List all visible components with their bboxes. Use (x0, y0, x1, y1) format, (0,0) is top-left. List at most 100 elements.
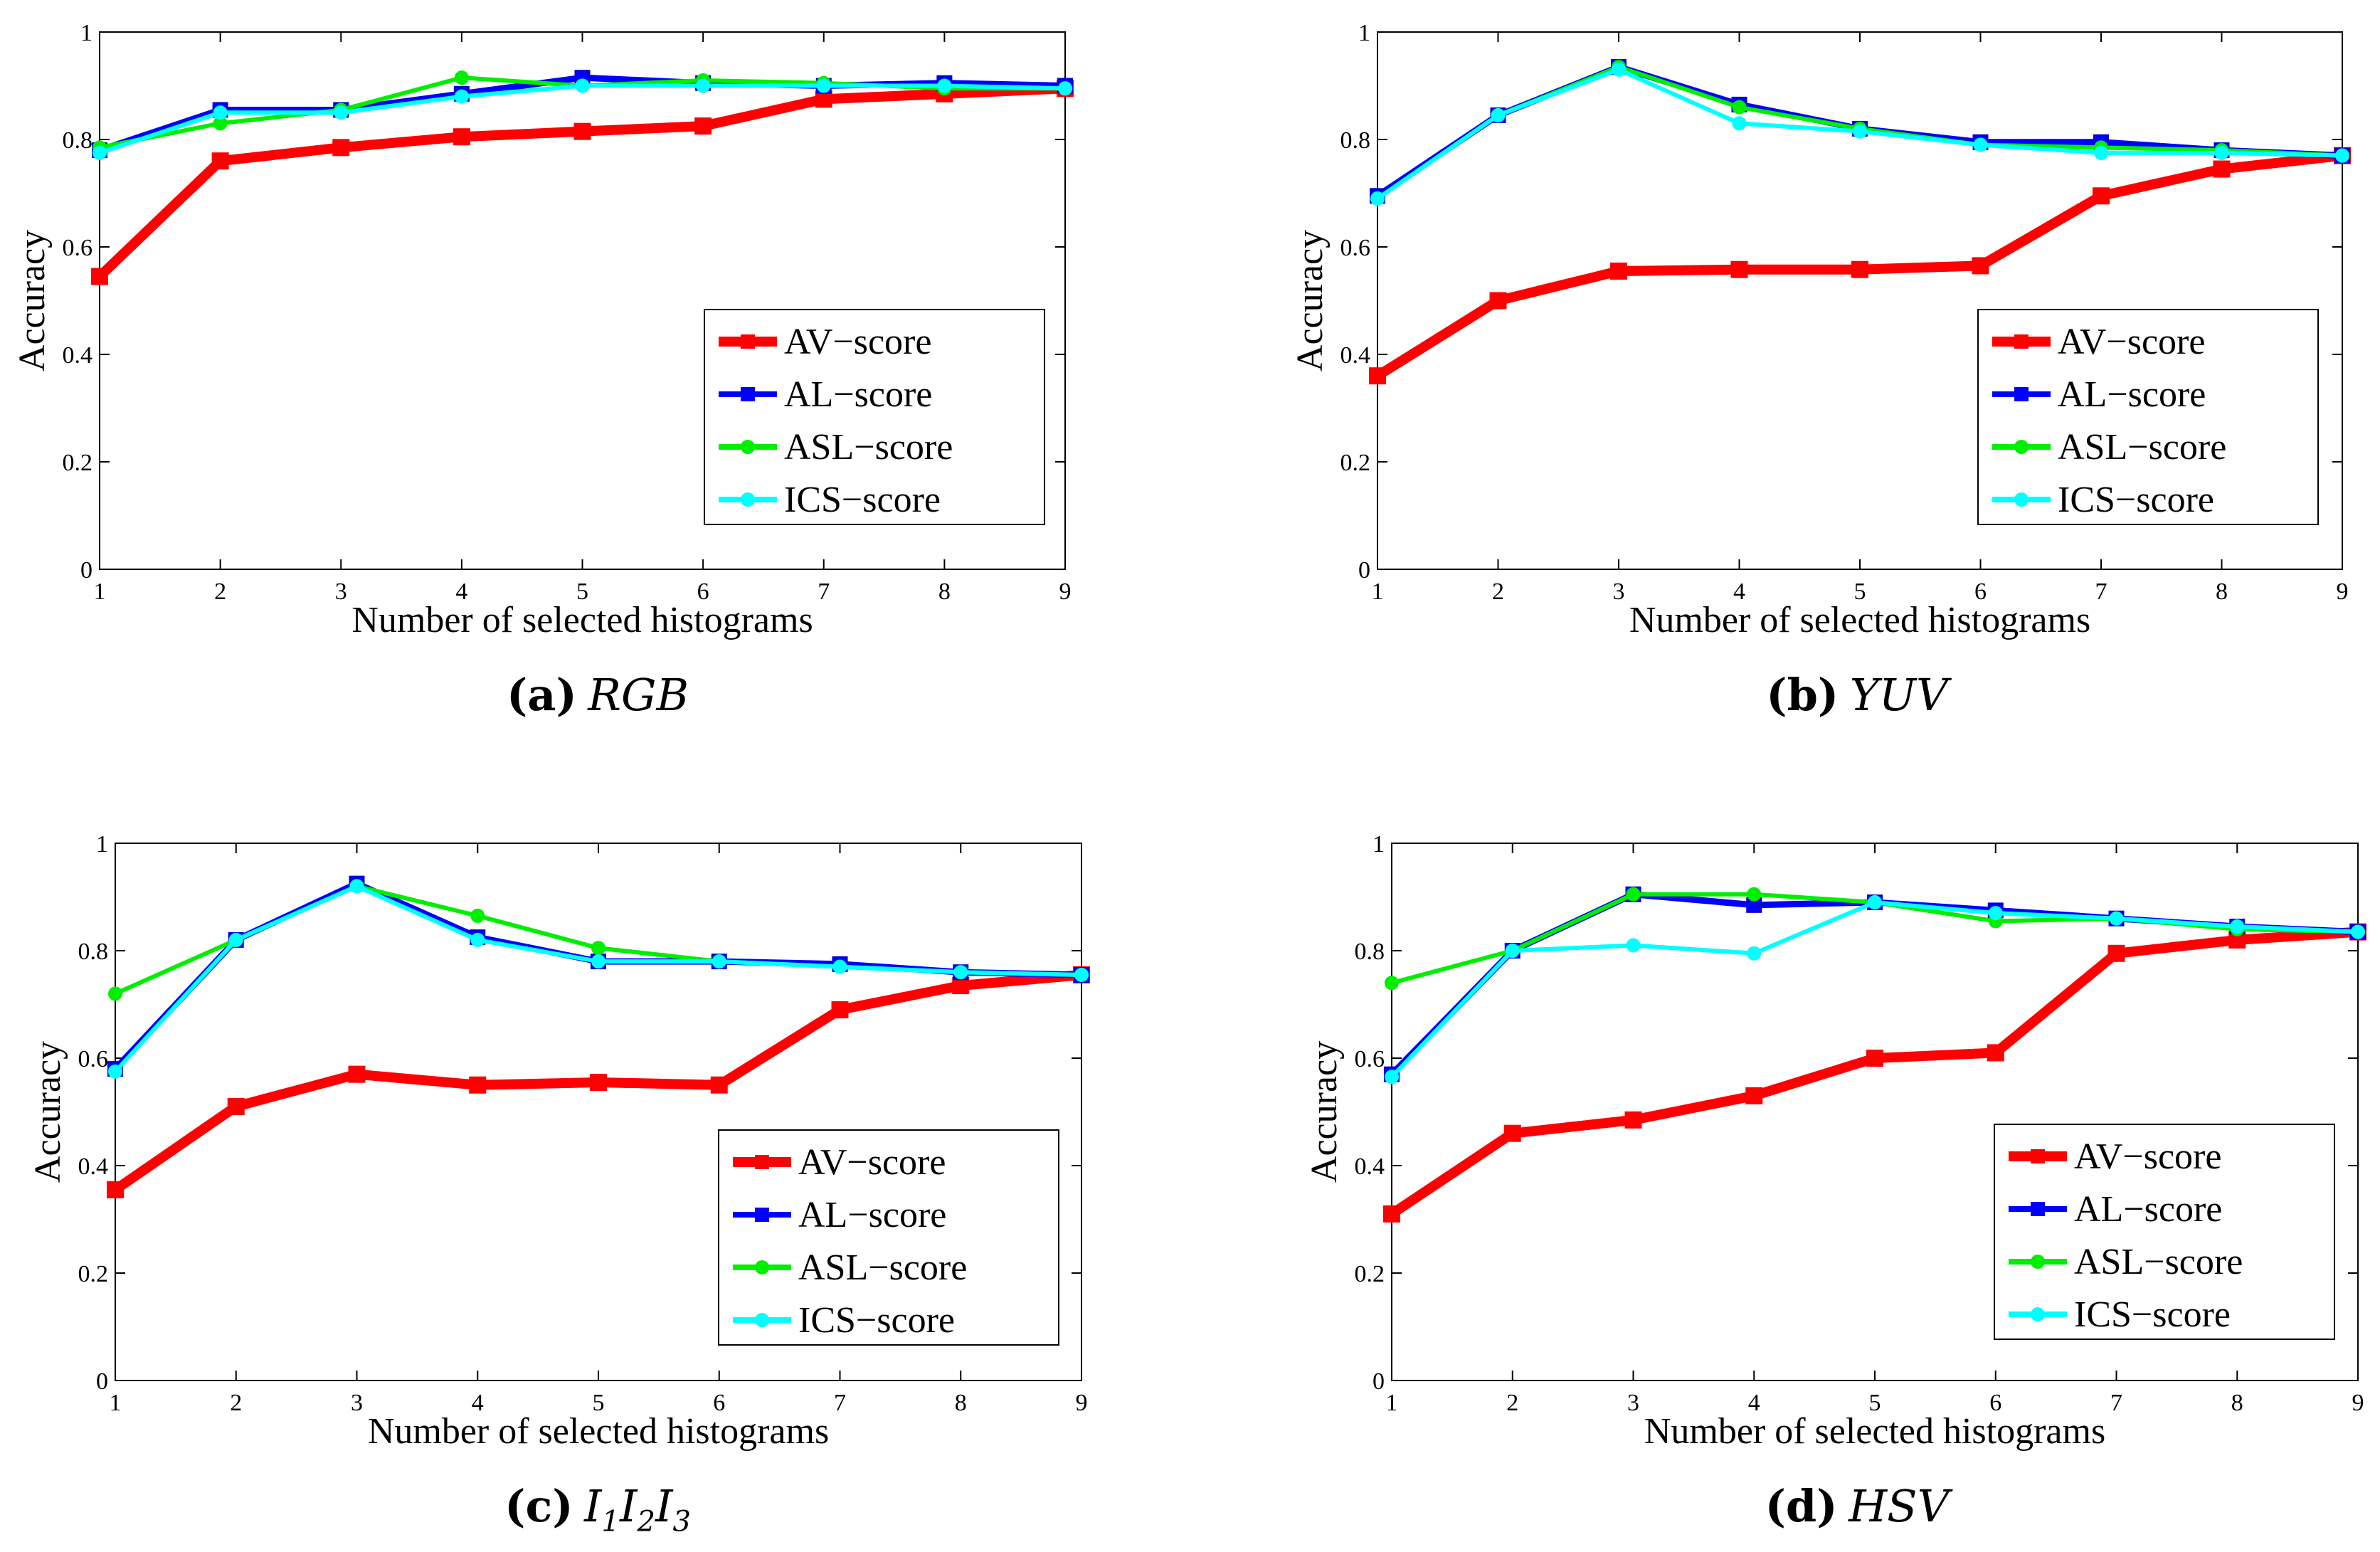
data-point-av (2213, 160, 2231, 178)
y-tick-label: 0 (1358, 557, 1370, 584)
data-point-ics (213, 105, 228, 120)
data-point-av (1369, 367, 1386, 385)
data-point-av (1503, 1124, 1521, 1142)
y-tick-label: 0 (1373, 1368, 1385, 1395)
legend-swatch-marker (755, 1155, 769, 1169)
data-point-ics (1612, 62, 1626, 77)
data-point-av (590, 1073, 607, 1091)
legend-label: AV−score (2074, 1136, 2221, 1177)
data-point-av (1730, 260, 1748, 278)
x-tick-label: 7 (834, 1390, 846, 1416)
series-line-al (112, 880, 1082, 1072)
x-tick-label: 6 (713, 1390, 725, 1416)
x-tick-label: 3 (335, 579, 347, 605)
data-point-av (332, 139, 350, 157)
x-tick-label: 9 (2337, 579, 2349, 605)
data-point-ics (953, 965, 968, 980)
series-line-ics (113, 884, 1082, 1073)
legend-label: ICS−score (784, 480, 941, 520)
x-tick-label: 7 (2095, 579, 2107, 605)
data-point-asl (470, 908, 485, 923)
y-axis-label: Accuracy (12, 230, 53, 371)
data-point-ics (2351, 924, 2365, 939)
data-point-ics (816, 78, 831, 93)
data-point-av (710, 1076, 728, 1094)
legend-swatch-marker (741, 334, 755, 349)
data-point-ics (2335, 148, 2349, 163)
data-point-av (453, 128, 470, 146)
legend-label: ASL−score (2074, 1242, 2243, 1282)
legend-label: AL−score (2058, 374, 2206, 415)
caption-b-label: (b) (1766, 669, 1839, 721)
y-tick-label: 1 (96, 831, 108, 857)
y-tick-label: 0.4 (63, 342, 93, 369)
y-axis-label: Accuracy (1290, 230, 1331, 371)
y-tick-label: 1 (80, 20, 92, 46)
x-tick-label: 2 (1492, 579, 1504, 605)
data-point-ics (2230, 919, 2245, 934)
legend-label: AV−score (2058, 322, 2205, 362)
data-point-asl (454, 70, 469, 85)
x-tick-label: 1 (94, 579, 106, 605)
series-line-al (1389, 891, 2359, 1077)
data-point-av (1383, 1205, 1400, 1223)
data-point-av (573, 122, 591, 140)
data-point-ics (1988, 906, 2003, 921)
y-tick-label: 0.6 (1340, 235, 1371, 261)
x-tick-label: 1 (1386, 1390, 1398, 1416)
x-axis-label: Number of selected histograms (368, 1411, 829, 1452)
y-tick-label: 0.8 (78, 939, 109, 965)
legend-label: AL−score (2074, 1189, 2222, 1230)
data-point-ics (92, 145, 107, 160)
chart-panel-c: 0 0.2 0.4 0.6 0.8 1 1 2 3 4 5 6 7 8 9 Number of selecte… (0, 811, 1138, 1494)
x-tick-label: 5 (593, 1390, 605, 1416)
legend-swatch-marker (2031, 1149, 2045, 1163)
data-point-av (2107, 944, 2125, 962)
caption-c: (c) I1I2I3 (448, 1480, 747, 1538)
data-point-ics (1491, 108, 1506, 123)
x-tick-label: 5 (576, 579, 588, 605)
x-tick-label: 9 (1059, 579, 1072, 605)
data-point-asl (1747, 887, 1762, 902)
x-tick-label: 4 (472, 1390, 484, 1416)
x-tick-label: 5 (1869, 1390, 1881, 1416)
data-point-av (694, 117, 712, 135)
legend-swatch-marker (2031, 1202, 2045, 1216)
data-point-ics (349, 879, 364, 894)
data-point-av (1745, 1087, 1763, 1104)
y-tick-label: 0.8 (1340, 127, 1371, 154)
x-tick-label: 3 (1613, 579, 1625, 605)
data-point-ics (1074, 967, 1089, 982)
data-point-ics (334, 105, 349, 120)
y-tick-label: 0.8 (1355, 939, 1385, 965)
data-point-av (1866, 1050, 1883, 1067)
x-tick-label: 6 (697, 579, 709, 605)
x-tick-label: 4 (1733, 579, 1745, 605)
x-tick-label: 9 (2352, 1390, 2364, 1416)
x-tick-label: 1 (110, 1390, 122, 1416)
data-point-ics (575, 78, 590, 93)
caption-d-name: HSV (1849, 1480, 1950, 1532)
caption-d: (d) HSV (1708, 1480, 2006, 1533)
y-axis-label: Accuracy (1304, 1041, 1345, 1183)
legend-swatch-marker (2014, 387, 2029, 401)
x-axis-label: Number of selected histograms (1644, 1411, 2105, 1452)
legend-label: ICS−score (798, 1300, 955, 1341)
legend-label: AL−score (798, 1195, 946, 1235)
data-point-ics (1505, 944, 1520, 958)
data-point-asl (108, 986, 122, 1001)
data-point-av (1987, 1044, 2004, 1062)
y-tick-label: 0.4 (1355, 1154, 1385, 1180)
legend-swatch-marker (741, 492, 755, 507)
y-tick-label: 0.4 (78, 1154, 109, 1180)
legend-swatch-marker (2031, 1307, 2045, 1321)
data-point-av (1851, 260, 1868, 278)
legend-label: ASL−score (798, 1247, 967, 1288)
x-tick-label: 1 (1372, 579, 1384, 605)
x-tick-label: 4 (455, 579, 467, 605)
chart-d-svg: 0 0.2 0.4 0.6 0.8 1 1 2 3 4 5 6 7 8 9 Number of selecte… (1304, 831, 2366, 1452)
data-point-av (1610, 262, 1627, 280)
y-tick-label: 0.6 (1355, 1046, 1385, 1072)
legend-label: ICS−score (2074, 1294, 2231, 1335)
x-tick-label: 7 (2110, 1390, 2122, 1416)
